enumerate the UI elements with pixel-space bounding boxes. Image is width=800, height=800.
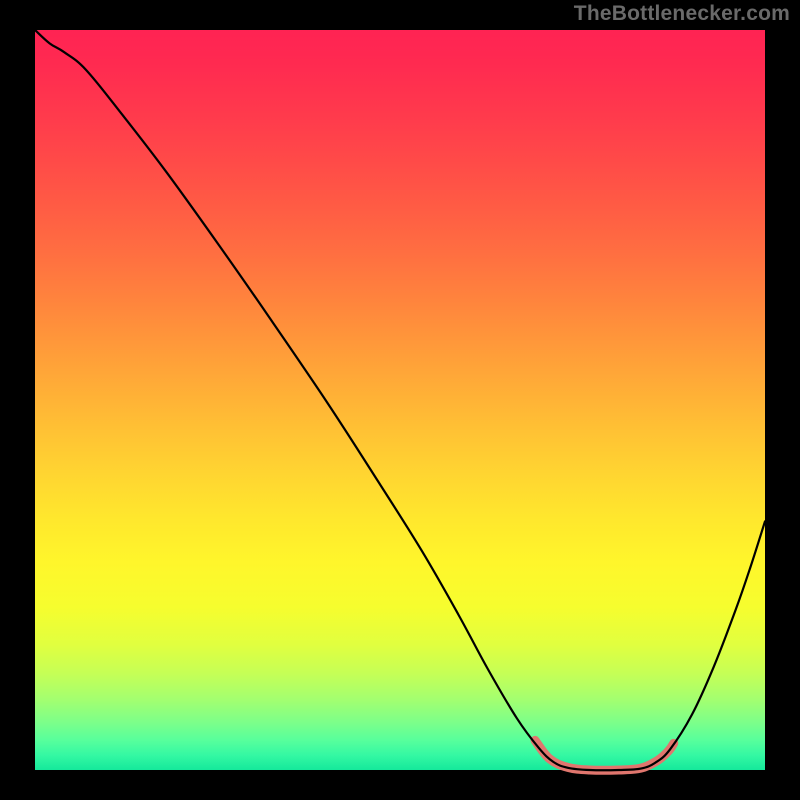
bottleneck-chart <box>0 0 800 800</box>
watermark-text: TheBottlenecker.com <box>574 2 790 26</box>
chart-container: TheBottlenecker.com <box>0 0 800 800</box>
plot-area-background <box>35 30 765 770</box>
